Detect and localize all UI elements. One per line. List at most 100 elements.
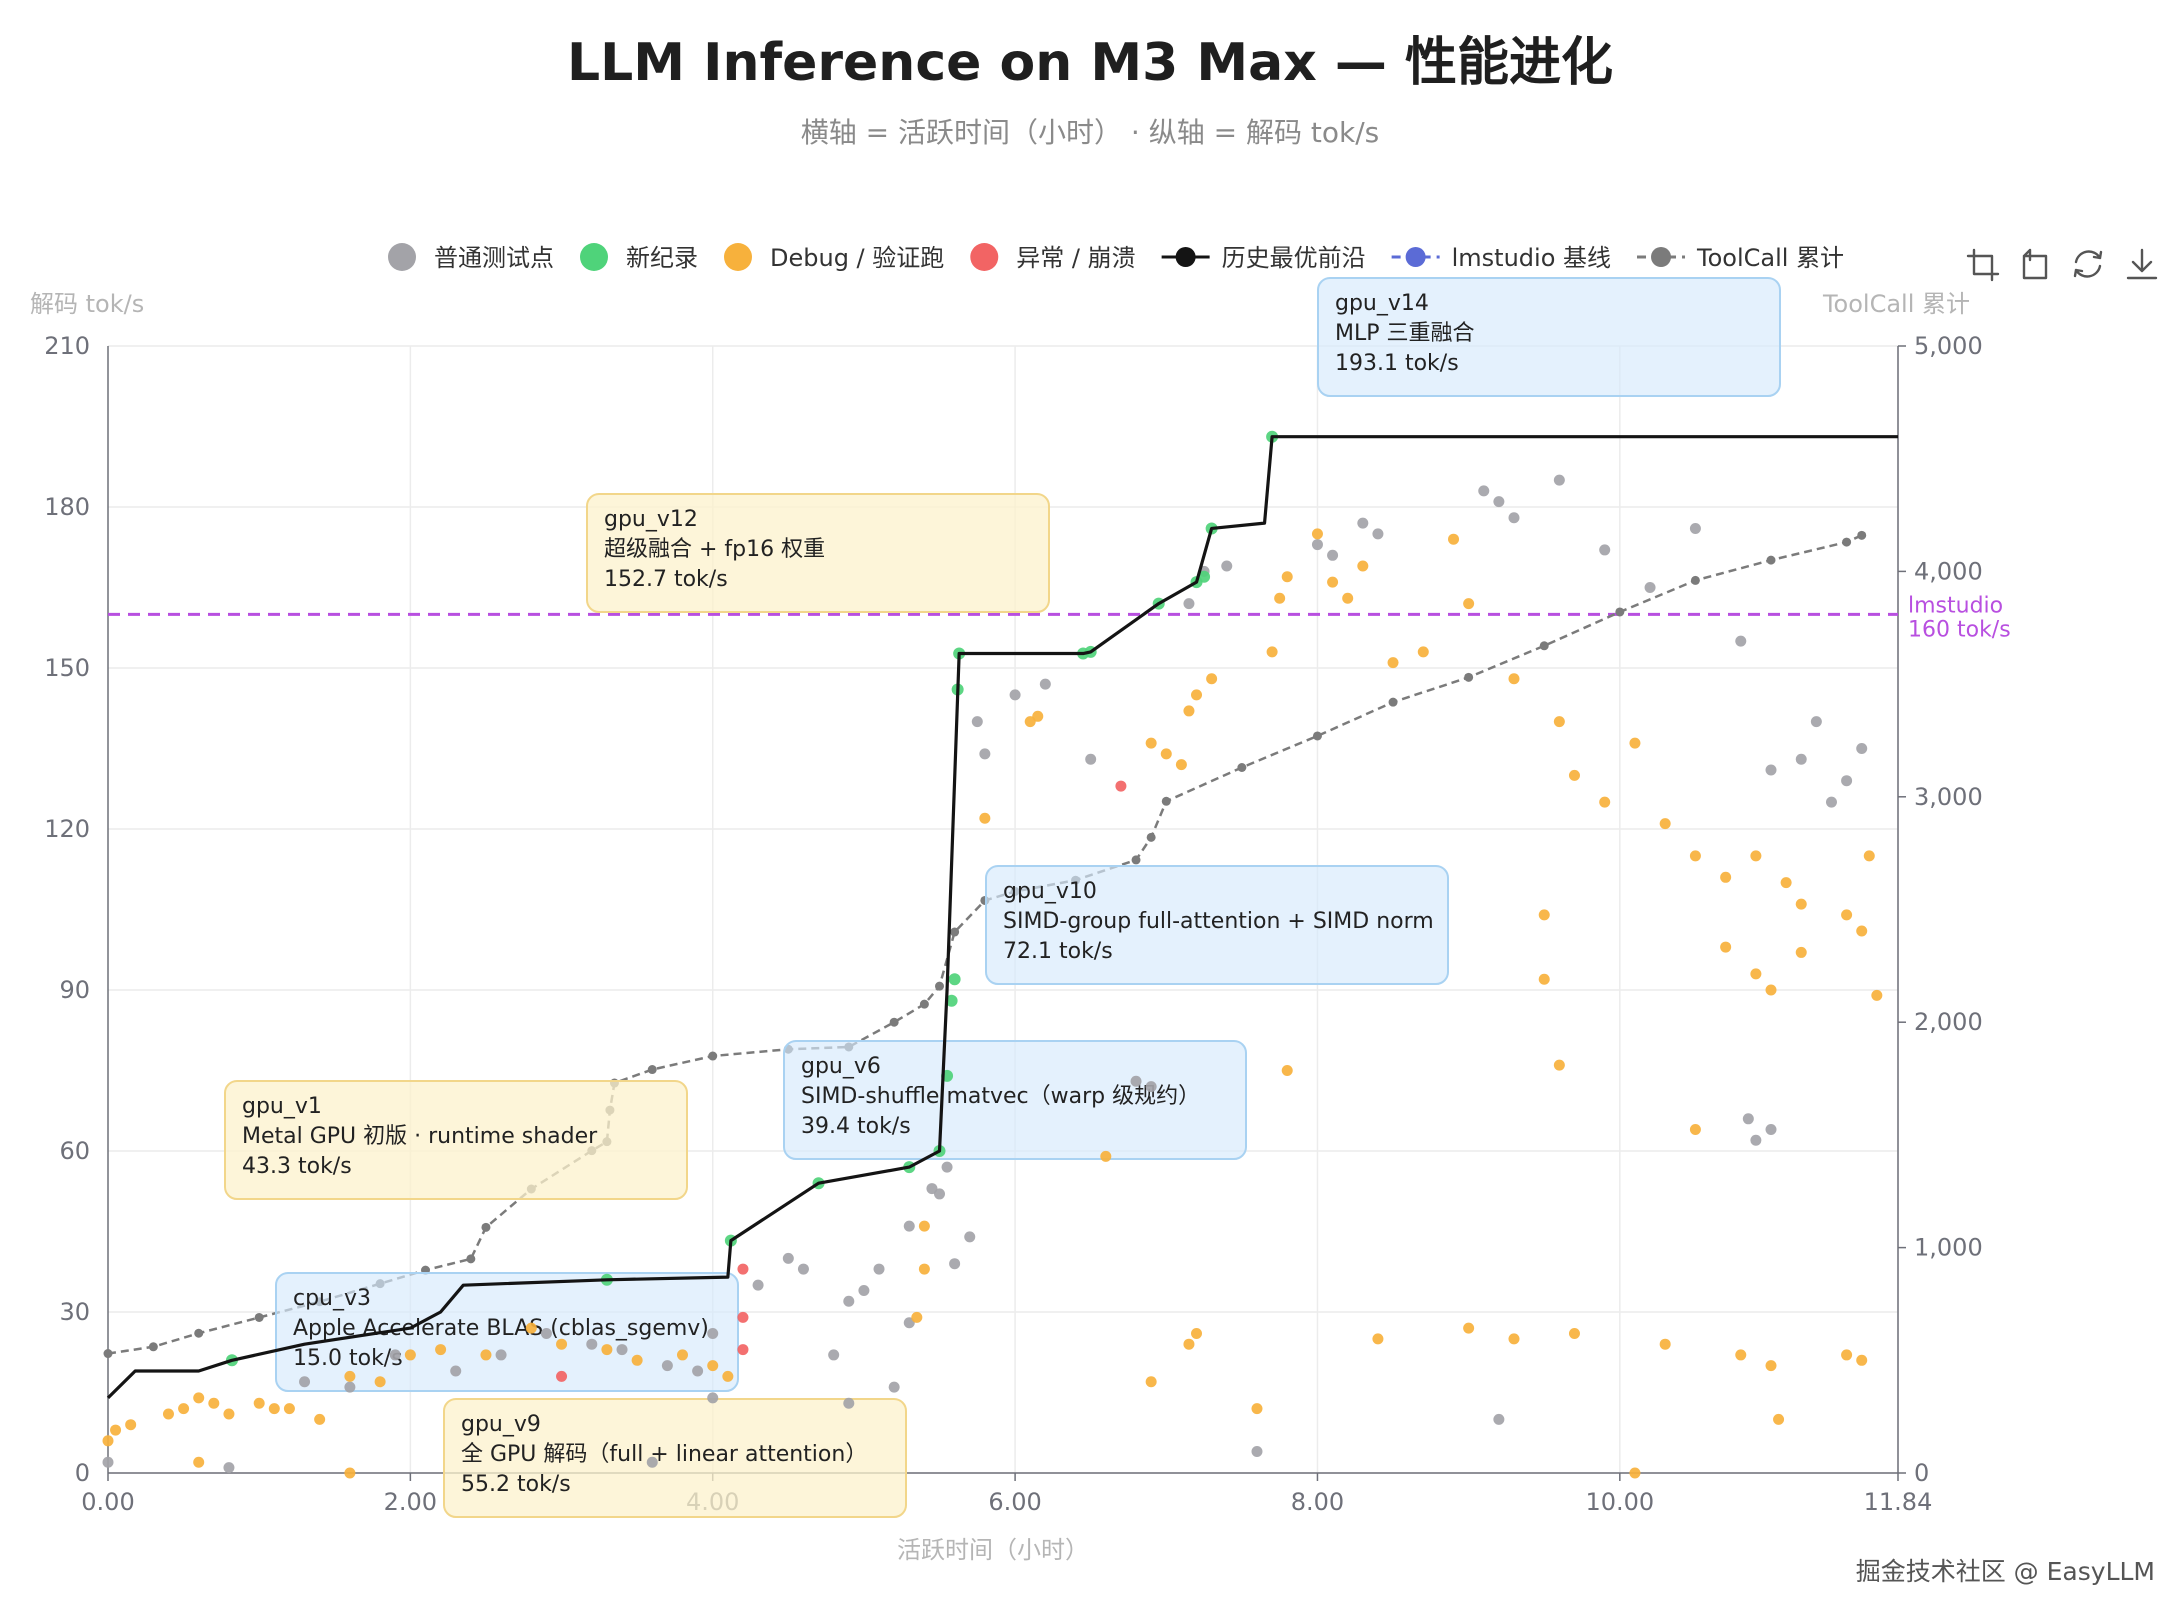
point-series-2 [1175,759,1187,771]
point-series-2 [1629,1467,1641,1479]
chart-title: LLM Inference on M3 Max — 性能进化 [567,33,1613,93]
point-series-2 [1357,560,1369,572]
point-series-0 [797,1263,809,1275]
zoom-reset-icon[interactable] [2022,248,2048,280]
point-series-2 [1856,925,1868,937]
y-tick-label-2: 60 [59,1137,90,1165]
annotation-title: cpu_v3 [293,1286,371,1311]
toolcall-point [254,1312,264,1322]
point-series-2 [1183,705,1195,717]
point-series-0 [934,1188,946,1200]
point-series-0 [858,1285,870,1297]
point-series-0 [1311,539,1323,551]
point-series-0 [1478,485,1490,497]
legend: 普通测试点 新纪录 Debug / 验证跑 异常 / 崩溃 历史最优前沿 lmstudio… [388,243,1844,272]
annotation-title: gpu_v12 [604,507,698,532]
toolcall-point [1464,672,1474,682]
point-series-2 [1251,1403,1263,1415]
toolcall-point [950,927,960,937]
y2-tick-label-1: 1,000 [1914,1234,1983,1262]
point-series-2 [193,1392,205,1404]
annotation-box-cpu_v3 [275,1272,739,1392]
restore-icon[interactable] [2073,250,2103,278]
legend-label-5: lmstudio 基线 [1452,244,1611,272]
toolcall-point [1146,832,1156,842]
point-series-2 [1735,1349,1747,1361]
point-series-3 [556,1370,568,1382]
point-series-2 [1750,850,1762,862]
point-series-1 [945,994,958,1007]
download-icon[interactable] [2126,248,2158,280]
point-series-2 [1720,871,1732,883]
annotation-value: 72.1 tok/s [1003,939,1113,964]
y-tick-label-0: 0 [75,1459,90,1487]
point-series-0 [1825,796,1837,808]
x-tick-label-1: 2.00 [384,1488,437,1516]
point-series-2 [1750,968,1762,980]
point-series-2 [1841,909,1853,921]
point-series-0 [843,1295,855,1307]
point-series-2 [1553,716,1565,728]
legend-label-0: 普通测试点 [434,244,554,272]
point-series-0 [1183,598,1195,610]
point-series-1 [948,973,961,986]
annotation-value: 193.1 tok/s [1335,351,1459,376]
point-series-2 [911,1311,923,1323]
point-series-2 [268,1403,280,1415]
legend-marker-4 [1175,247,1196,267]
point-series-2 [1780,877,1792,889]
annotation-title: gpu_v1 [242,1094,322,1119]
point-series-2 [1448,533,1460,545]
point-series-2 [1841,1349,1853,1361]
point-series-2 [102,1435,114,1447]
point-series-0 [389,1349,401,1361]
point-series-2 [1689,850,1701,862]
annotation-box-gpu_v14 [1317,277,1781,397]
annotation-title: gpu_v9 [461,1412,541,1437]
legend-label-4: 历史最优前沿 [1222,244,1366,272]
point-series-0 [616,1344,628,1356]
point-series-2 [918,1263,930,1275]
point-series-3 [737,1311,749,1323]
toolcall-point [194,1328,204,1338]
point-series-0 [964,1231,976,1243]
point-series-1 [1198,570,1211,583]
point-series-0 [971,716,983,728]
point-series-3 [737,1344,749,1356]
point-series-2 [1795,946,1807,958]
annotation-box-gpu_v9 [443,1398,907,1518]
point-series-0 [949,1258,961,1270]
legend-marker-1 [580,243,608,271]
x-tick-label-5: 10.00 [1585,1488,1654,1516]
point-series-2 [1372,1333,1384,1345]
point-series-0 [1742,1113,1754,1125]
point-series-2 [125,1419,137,1431]
point-series-0 [1689,522,1701,534]
y2-tick-label-0: 0 [1914,1459,1929,1487]
point-series-2 [722,1370,734,1382]
toolcall-point [1539,641,1549,651]
y2-tick-label-4: 4,000 [1914,557,1983,585]
annotation-desc: MLP 三重融合 [1335,321,1475,346]
point-series-2 [344,1467,356,1479]
point-series-2 [1765,1360,1777,1372]
point-series-0 [1251,1446,1263,1458]
point-series-0 [540,1327,552,1339]
point-series-0 [707,1327,719,1339]
point-series-2 [1538,973,1550,985]
legend-marker-0 [388,243,416,271]
point-series-0 [692,1365,704,1377]
point-series-0 [646,1456,658,1468]
point-series-2 [1311,528,1323,540]
point-series-2 [1773,1413,1785,1425]
point-series-0 [1644,582,1656,593]
toolcall-point [919,999,929,1009]
zoom-icon[interactable] [1966,248,2000,282]
toolcall-point [1161,796,1171,806]
y2-tick-label-3: 3,000 [1914,783,1983,811]
point-series-2 [162,1408,174,1420]
y2-tick-label-5: 5,000 [1914,332,1983,360]
watermark: 掘金技术社区 @ EasyLLM [1856,1557,2155,1586]
